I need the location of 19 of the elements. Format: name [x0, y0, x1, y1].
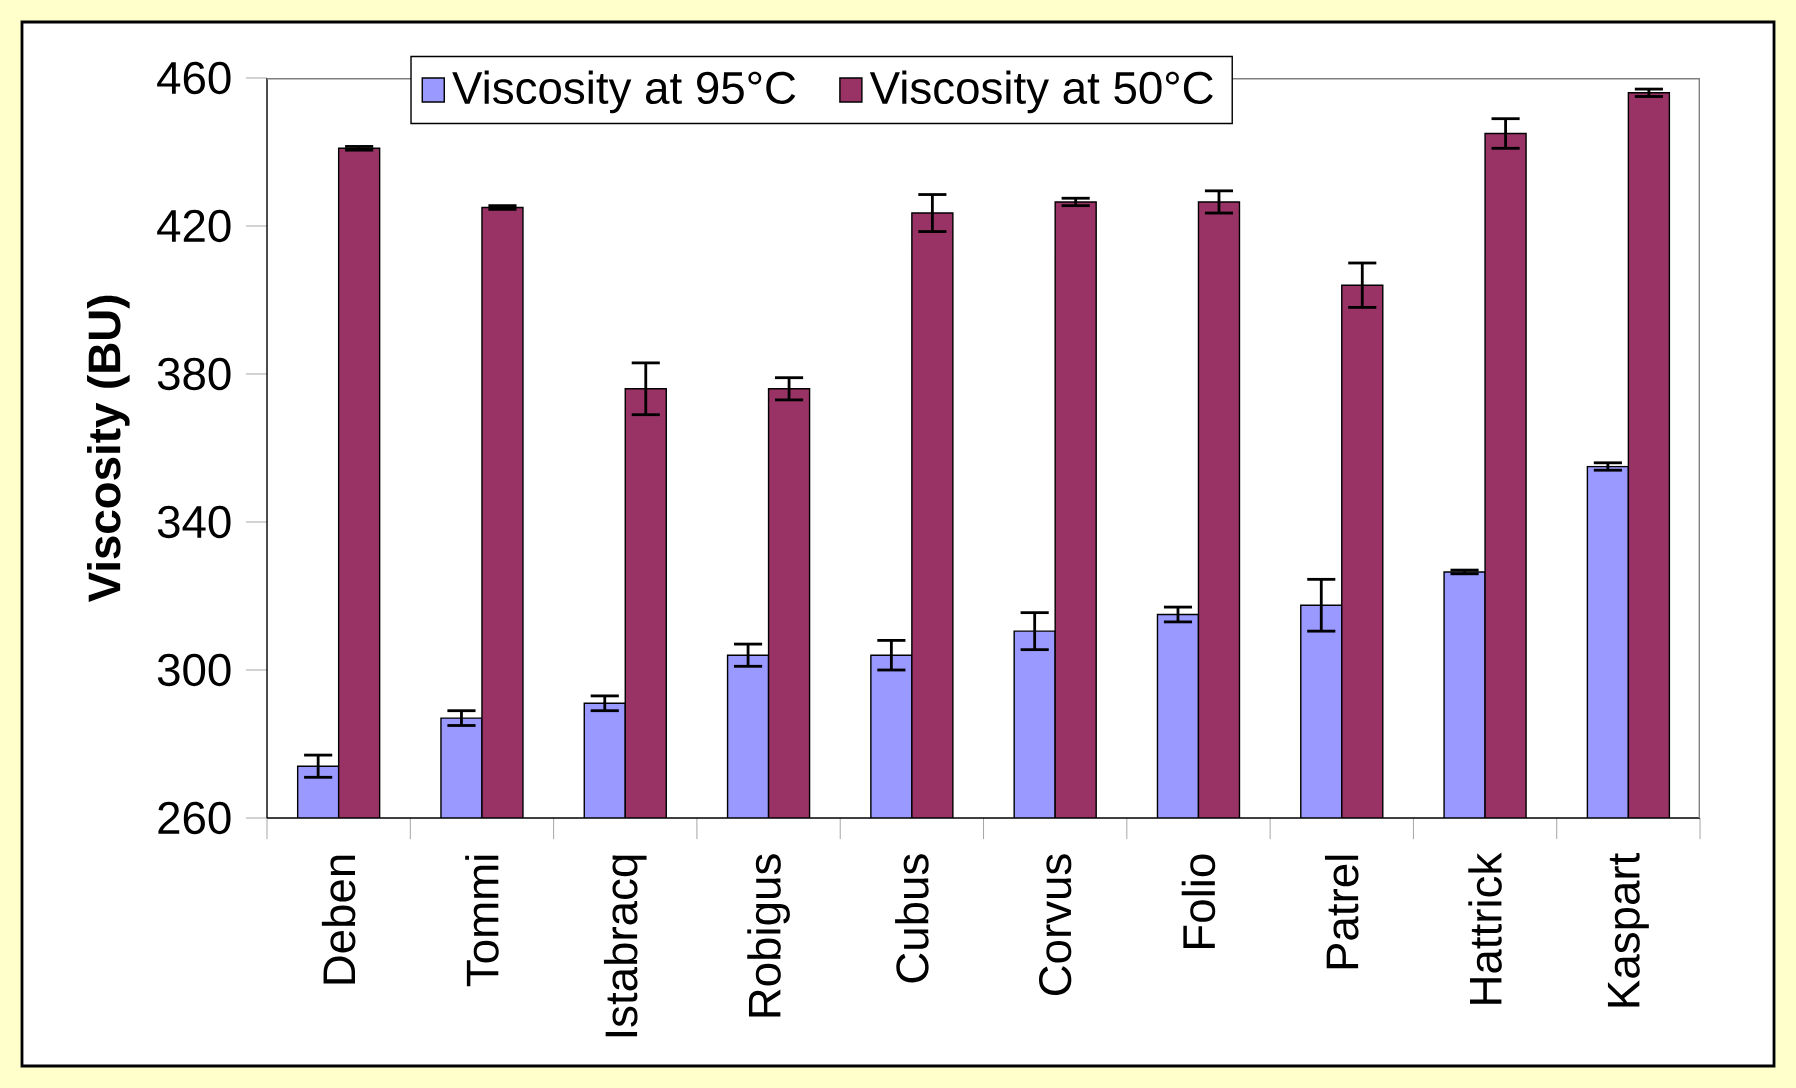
x-tick-label: Deben [321, 855, 356, 984]
x-tick-label: Robigus [747, 854, 790, 1017]
x-tick-label: Cubus [895, 854, 929, 983]
y-tick-label: 420 [157, 209, 231, 243]
y-tick-label: 340 [157, 505, 231, 539]
y-tick-label: 460 [157, 61, 231, 95]
x-tick-label: Corvus [1038, 854, 1072, 996]
x-tick-label: Hattrick [1468, 852, 1502, 1004]
y-tick-label: 260 [158, 801, 231, 835]
x-tick-label: Tommi [465, 855, 499, 987]
y-tick-label: 380 [157, 357, 231, 391]
x-tick-label: Patrel [1324, 855, 1359, 969]
legend-label: Viscosity at 95°C [452, 70, 796, 114]
x-tick-label: Kaspart [1607, 853, 1649, 1007]
legend-label: Viscosity at 50°C [869, 70, 1213, 114]
x-tick-label: Folio [1181, 854, 1216, 948]
x-tick-label: Istabracq [603, 855, 647, 1037]
y-axis-title: Viscosity (BU) [87, 295, 130, 603]
y-tick-label: 300 [157, 653, 231, 687]
